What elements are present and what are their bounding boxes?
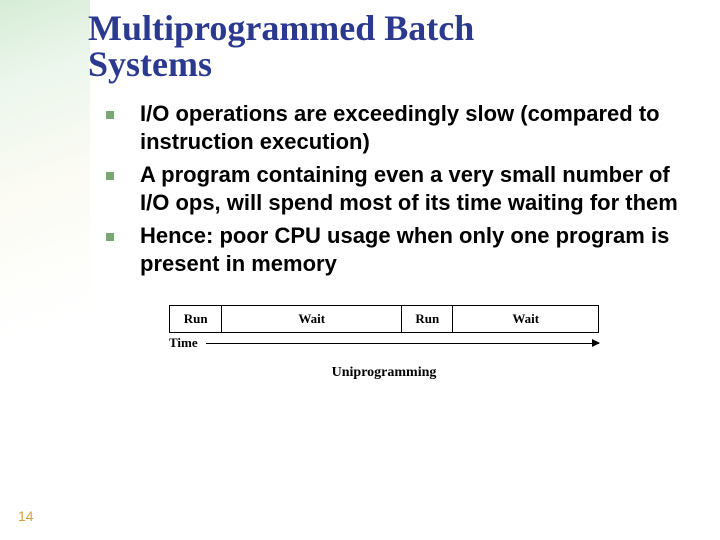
segment-label: Run [415, 311, 439, 327]
list-item: Hence: poor CPU usage when only one prog… [106, 222, 680, 277]
timeline-segment-run: Run [401, 306, 452, 332]
timeline-segment-wait: Wait [452, 306, 598, 332]
timeline-segment-run: Run [170, 306, 221, 332]
segment-label: Wait [298, 311, 325, 327]
list-item: I/O operations are exceedingly slow (com… [106, 100, 680, 155]
timeline-bar: Run Wait Run Wait [169, 305, 599, 333]
figure-caption: Uniprogramming [169, 365, 599, 381]
title-line-2: Systems [88, 44, 212, 84]
bullet-text: Hence: poor CPU usage when only one prog… [140, 223, 669, 276]
page-number: 14 [18, 508, 34, 524]
bullet-text: A program containing even a very small n… [140, 162, 678, 215]
list-item: A program containing even a very small n… [106, 161, 680, 216]
bullet-text: I/O operations are exceedingly slow (com… [140, 101, 660, 154]
timeline-segment-wait: Wait [221, 306, 401, 332]
bullet-list: I/O operations are exceedingly slow (com… [88, 100, 680, 277]
axis-arrow-icon [206, 343, 599, 344]
title-line-1: Multiprogrammed Batch [88, 8, 474, 48]
uniprogramming-figure: Run Wait Run Wait Time Uniprogramming [169, 305, 599, 381]
time-axis: Time [169, 335, 599, 351]
slide-content: Multiprogrammed Batch Systems I/O operat… [0, 0, 720, 381]
segment-label: Run [184, 311, 208, 327]
slide-title: Multiprogrammed Batch Systems [88, 10, 680, 82]
axis-label: Time [169, 335, 198, 351]
segment-label: Wait [512, 311, 539, 327]
